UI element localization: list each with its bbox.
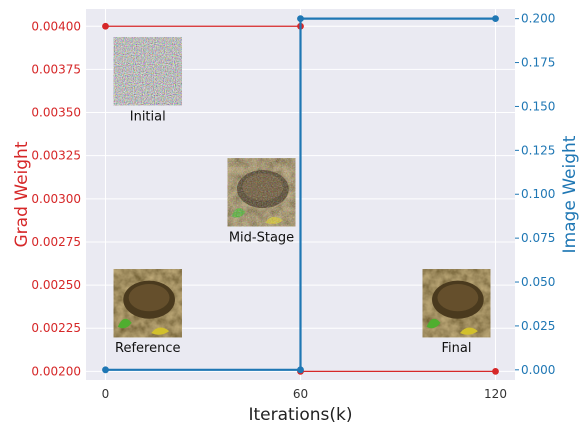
right-tick-label: 0.125 — [521, 143, 555, 157]
noise-overlay — [227, 158, 296, 227]
thumbnail-label: Final — [442, 341, 472, 356]
leaf-shape — [117, 318, 132, 329]
thumbnail-label: Mid-Stage — [229, 230, 294, 245]
series-point-right — [102, 366, 109, 374]
y-axis-label-left: Grad Weight — [12, 141, 32, 247]
thumbnail-reference: Reference — [113, 269, 182, 356]
left-tick-label: 0.00325 — [31, 149, 81, 163]
y-axis-label-right: Image Weight — [560, 135, 580, 253]
left-tick-label: 0.00225 — [31, 321, 81, 335]
x-tick-label: 60 — [293, 387, 308, 401]
left-tick-label: 0.00375 — [31, 62, 81, 76]
turtle-shell-top — [437, 284, 479, 312]
x-tick-label: 0 — [102, 387, 110, 401]
turtle-shell-top — [128, 284, 170, 312]
right-tick-label: 0.150 — [521, 99, 555, 113]
noise-texture — [113, 37, 182, 106]
left-tick-label: 0.00300 — [31, 192, 81, 206]
thumbnail-final: Final — [422, 269, 491, 356]
x-tick-label: 120 — [484, 387, 507, 401]
series-line-right — [105, 17, 496, 371]
x-axis-label: Iterations(k) — [248, 405, 352, 425]
series-point-right — [492, 15, 499, 23]
series-point-left — [102, 22, 109, 30]
left-tick-label: 0.00275 — [31, 235, 81, 249]
right-tick-label: 0.100 — [521, 187, 555, 201]
thumbnail-initial: Initial — [113, 37, 182, 124]
thumbnail-mid-stage: Mid-Stage — [227, 158, 296, 245]
right-tick-label: 0.175 — [521, 56, 555, 70]
leaf-shape — [459, 327, 478, 335]
right-tick-label: 0.075 — [521, 231, 555, 245]
thumbnail-label: Initial — [130, 109, 166, 124]
series-point-left — [492, 367, 499, 375]
left-tick-label: 0.00200 — [31, 364, 81, 378]
left-tick-label: 0.00250 — [31, 278, 81, 292]
right-tick-label: 0.050 — [521, 275, 555, 289]
right-tick-label: 0.000 — [521, 363, 555, 377]
leaf-shape — [426, 318, 441, 329]
leaf-shape — [151, 327, 170, 335]
left-tick-label: 0.00400 — [31, 19, 81, 33]
right-tick-label: 0.025 — [521, 319, 555, 333]
left-tick-label: 0.00350 — [31, 106, 81, 120]
thumbnail-label: Reference — [115, 341, 180, 356]
series-point-right — [297, 366, 304, 374]
right-tick-label: 0.200 — [521, 12, 555, 26]
series-point-right — [297, 15, 304, 23]
